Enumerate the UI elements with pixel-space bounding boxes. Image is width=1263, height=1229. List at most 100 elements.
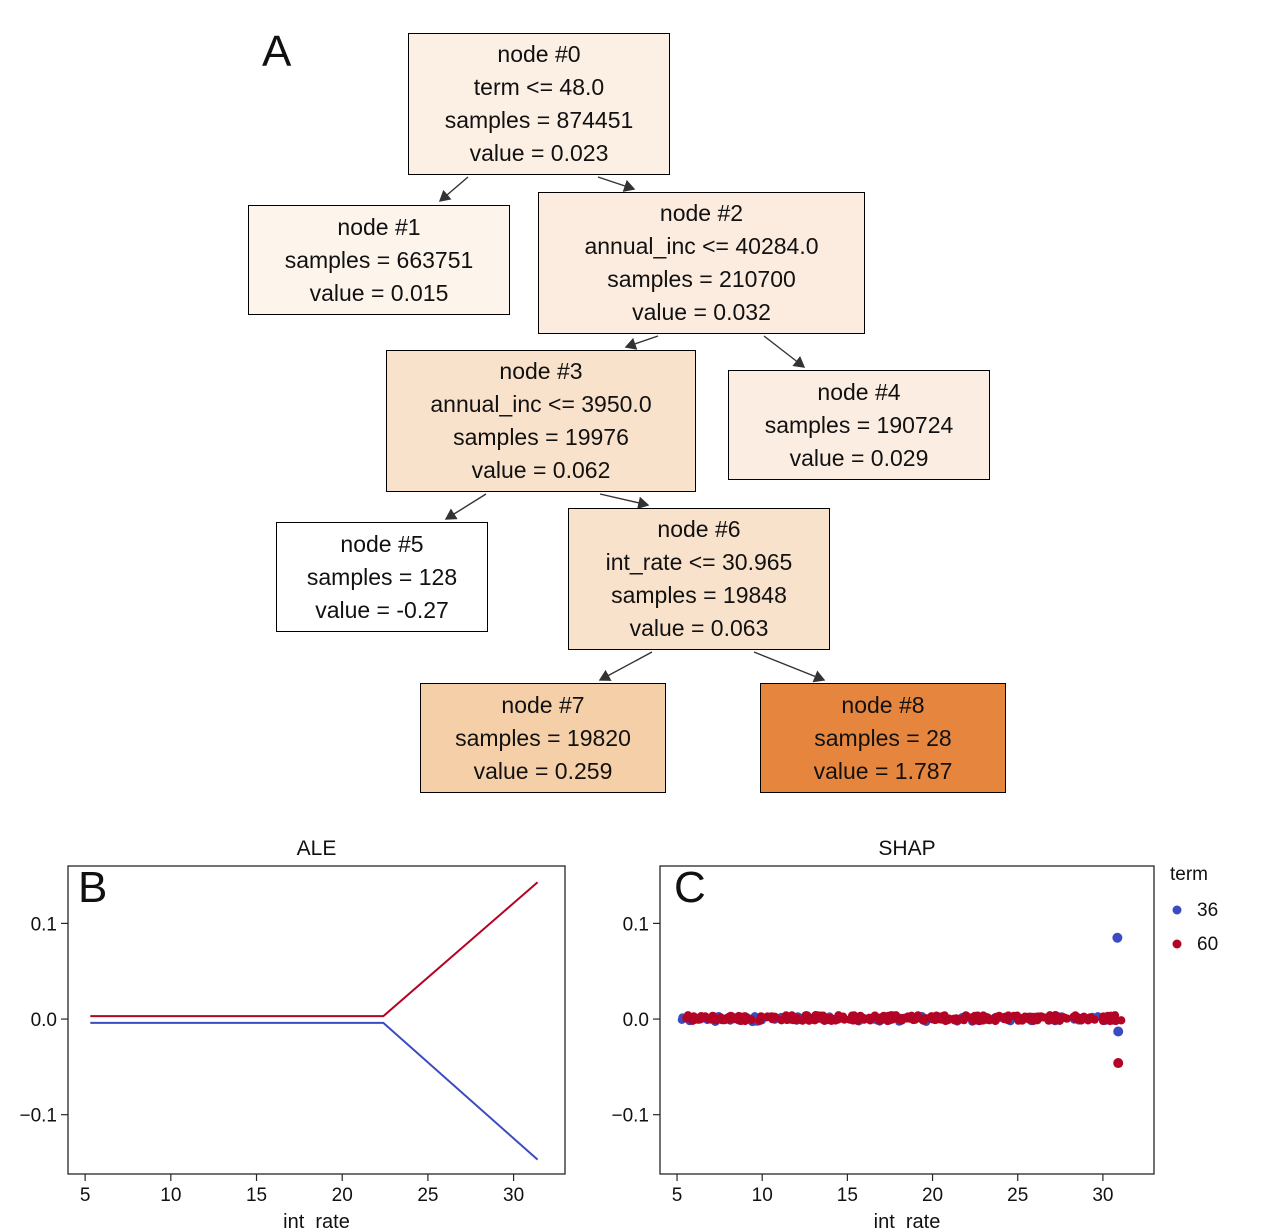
shap-point-60 (838, 1014, 847, 1023)
ale-xtick-label: 15 (246, 1185, 267, 1206)
node-split: annual_inc <= 3950.0 (430, 391, 652, 417)
tree-edge-0-2 (597, 176, 636, 192)
ale-xtick-label: 10 (160, 1185, 181, 1206)
shap-point-60 (826, 1013, 835, 1023)
shap-outlier-36 (1112, 932, 1123, 943)
tree-node-0: node #0 term <= 48.0 samples = 874451 va… (408, 33, 670, 175)
shap-point-60 (683, 1011, 693, 1020)
node-value: value = 1.787 (813, 757, 953, 784)
shap-point-60 (980, 1012, 989, 1021)
shap-point-60 (891, 1013, 900, 1022)
legend-marker-60 (1172, 939, 1182, 949)
ale-title: ALE (297, 837, 337, 860)
node-samples: samples = 874451 (444, 107, 634, 133)
node-value: value = 0.259 (473, 757, 613, 784)
node-title: node #3 (499, 358, 583, 384)
legend-label-60: 60 (1197, 934, 1218, 955)
node-title: node #0 (497, 41, 581, 67)
shap-point-60 (876, 1015, 885, 1025)
shap-point-60 (865, 1013, 874, 1022)
legend-label-36: 36 (1197, 900, 1218, 921)
shap-point-60 (743, 1015, 753, 1024)
shap-point-60 (1084, 1014, 1093, 1024)
shap-point-60 (755, 1015, 765, 1025)
shap-point-60 (693, 1015, 703, 1024)
ale-xtick-label: 30 (503, 1185, 524, 1206)
shap-point-60 (953, 1015, 963, 1025)
node-value: value = 0.032 (632, 299, 771, 325)
shap-ytick-label: 0.1 (623, 914, 649, 935)
shap-point-60 (845, 1015, 854, 1024)
tree-edge-3-5 (444, 493, 487, 520)
tree-edge-6-7 (598, 651, 653, 681)
ale-xtick-label: 25 (417, 1185, 438, 1206)
node-value: value = 0.023 (469, 140, 609, 166)
tree-edge-6-8 (753, 651, 826, 683)
node-value: value = 0.029 (789, 444, 929, 471)
node-title: node #7 (501, 691, 585, 718)
shap-point-60 (1069, 1012, 1078, 1022)
shap-point-60 (909, 1015, 918, 1025)
node-value: value = 0.062 (471, 457, 611, 483)
node-samples: samples = 19820 (455, 724, 631, 751)
node-samples: samples = 28 (814, 724, 952, 751)
node-value: value = -0.27 (315, 596, 449, 623)
shap-point-60 (726, 1011, 735, 1021)
shap-xtick-label: 10 (752, 1185, 773, 1206)
shap-point-60 (993, 1012, 1003, 1022)
tree-node-2: node #2 annual_inc <= 40284.0 samples = … (538, 192, 865, 334)
shap-point-60 (780, 1014, 789, 1024)
shap-point-60 (791, 1015, 801, 1025)
shap-point-60 (921, 1014, 930, 1023)
shap-xtick-label: 30 (1092, 1185, 1113, 1206)
ale-xaxis-label: int_rate (283, 1211, 350, 1229)
tree-node-1: node #1 samples = 663751 value = 0.015 (248, 205, 510, 315)
shap-xtick-label: 20 (922, 1185, 943, 1206)
tree-node-3: node #3 annual_inc <= 3950.0 samples = 1… (386, 350, 696, 492)
node-title: node #6 (657, 516, 741, 542)
shap-point-60 (970, 1011, 979, 1021)
shap-point-60 (1057, 1013, 1067, 1023)
shap-xtick-label: 5 (672, 1185, 683, 1206)
shap-point-60 (1018, 1013, 1027, 1023)
ale-line-60 (90, 881, 539, 1018)
node-samples: samples = 210700 (607, 266, 796, 292)
ale-plot-frame (67, 865, 566, 1175)
shap-xtick-label: 25 (1007, 1185, 1028, 1206)
legend-title: term (1170, 864, 1208, 885)
node-samples: samples = 19976 (453, 424, 629, 450)
tree-edge-2-3 (624, 335, 659, 350)
shap-xaxis-label: int_rate (874, 1211, 941, 1229)
panel-label-a: A (262, 27, 292, 76)
node-value: value = 0.063 (629, 615, 769, 641)
ale-line-36 (90, 1021, 539, 1161)
node-title: node #1 (337, 213, 421, 240)
panel-label-b: B (78, 863, 108, 912)
ale-ytick-label: −0.1 (19, 1106, 57, 1127)
tree-node-5: node #5 samples = 128 value = -0.27 (276, 522, 488, 632)
ale-ytick-label: 0.1 (31, 914, 57, 935)
tree-edge-3-6 (599, 493, 650, 509)
tree-node-7: node #7 samples = 19820 value = 0.259 (420, 683, 666, 793)
ale-chart: ALE 5 10 15 20 25 30 0.1 0.0 −0.1 int_rate (19, 837, 566, 1229)
shap-point-60 (802, 1011, 811, 1020)
node-title: node #4 (817, 378, 901, 405)
node-samples: samples = 128 (306, 563, 458, 590)
tree-node-6: node #6 int_rate <= 30.965 samples = 198… (568, 508, 830, 650)
shap-point-60 (1029, 1016, 1038, 1025)
shap-point-60 (1043, 1014, 1052, 1023)
node-title: node #8 (841, 691, 925, 718)
tree-edges-layer (438, 176, 826, 683)
shap-point-60 (930, 1015, 940, 1025)
shap-point-60 (1105, 1016, 1115, 1026)
shap-plot-frame (659, 865, 1155, 1175)
shap-point-60 (1099, 1012, 1108, 1021)
shap-ytick-label: 0.0 (623, 1010, 649, 1031)
panel-label-c: C (674, 863, 706, 912)
tree-node-8: node #8 samples = 28 value = 1.787 (760, 683, 1006, 793)
shap-point-60 (1004, 1011, 1013, 1020)
node-title: node #2 (659, 200, 744, 226)
shap-point-60 (708, 1011, 717, 1021)
node-split: term <= 48.0 (473, 74, 605, 100)
